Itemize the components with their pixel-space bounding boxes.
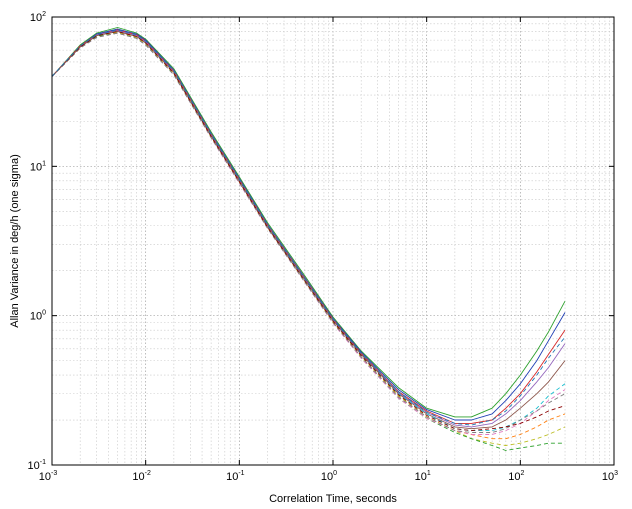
- y-tick-label: 102: [30, 11, 46, 24]
- axis-ticks: [51, 16, 615, 466]
- x-tick-base: 10: [39, 471, 51, 483]
- y-tick-label: 101: [30, 160, 46, 173]
- x-tick-exponent: 1: [427, 470, 431, 477]
- x-tick-base: 10: [132, 471, 144, 483]
- x-tick-label: 102: [508, 470, 524, 483]
- y-tick-label: 100: [30, 310, 46, 323]
- y-tick-base: 10: [28, 460, 40, 472]
- x-tick-label: 10-1: [226, 470, 245, 483]
- series-line-1: [51, 27, 566, 418]
- x-tick-exponent: -2: [145, 470, 151, 477]
- series-line-13: [51, 29, 566, 426]
- series-line-11: [51, 32, 566, 433]
- x-tick-exponent: -3: [51, 470, 57, 477]
- x-tick-label: 10-2: [132, 470, 151, 483]
- series-line-8: [51, 31, 566, 446]
- y-tick-base: 10: [30, 311, 42, 323]
- x-tick-label: 100: [321, 470, 337, 483]
- x-tick-exponent: -1: [238, 470, 244, 477]
- y-tick-base: 10: [30, 12, 42, 24]
- series-line-12: [51, 31, 566, 432]
- y-tick-exponent: 1: [42, 160, 46, 167]
- x-tick-label: 101: [415, 470, 431, 483]
- x-axis-label: Correlation Time, seconds: [269, 493, 397, 505]
- x-tick-label: 10-3: [39, 470, 58, 483]
- data-series: [51, 27, 566, 451]
- x-tick-exponent: 0: [333, 470, 337, 477]
- y-axis-label: Allan Variance in deg/h (one sigma): [9, 154, 21, 327]
- y-tick-base: 10: [30, 161, 42, 173]
- y-tick-label: 10-1: [28, 459, 47, 472]
- x-tick-label: 103: [602, 470, 618, 483]
- x-tick-base: 10: [602, 471, 614, 483]
- x-tick-base: 10: [321, 471, 333, 483]
- x-tick-exponent: 3: [614, 470, 618, 477]
- x-tick-base: 10: [415, 471, 427, 483]
- y-tick-exponent: -1: [40, 459, 46, 466]
- grid: [51, 16, 615, 466]
- x-tick-exponent: 2: [521, 470, 525, 477]
- x-tick-base: 10: [226, 471, 238, 483]
- y-tick-exponent: 2: [42, 11, 46, 18]
- x-tick-base: 10: [508, 471, 520, 483]
- y-tick-exponent: 0: [42, 310, 46, 317]
